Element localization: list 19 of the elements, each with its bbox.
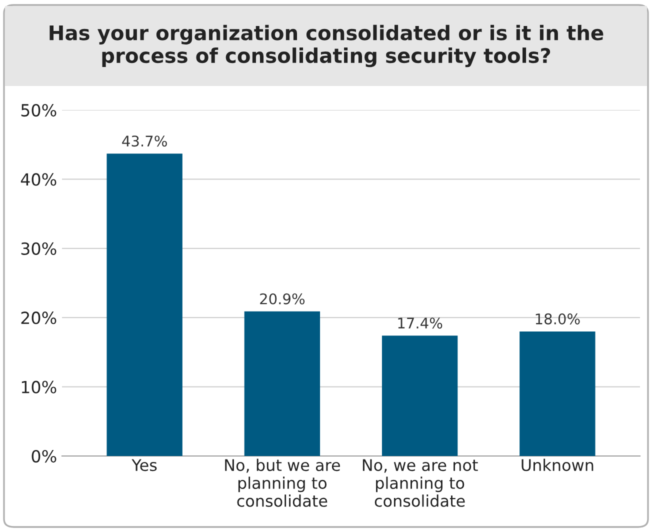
y-tick-label: 30% — [21, 242, 56, 255]
bar — [520, 331, 596, 456]
data-label: 17.4% — [398, 318, 442, 329]
x-tick-label: No, we are not planning to consolidate — [362, 459, 478, 507]
bar — [382, 336, 458, 456]
y-tick-label: 10% — [22, 380, 56, 394]
chart-title: Has your organization consolidated or is it in the process of consolidating security tools? — [50, 24, 604, 68]
y-tick-label: 40% — [20, 173, 56, 186]
y-tick-label: 20% — [21, 312, 56, 324]
bar — [106, 154, 182, 456]
bar — [244, 311, 320, 456]
x-tick-label: Yes — [132, 459, 157, 472]
data-label: 18.0% — [536, 313, 580, 324]
data-label: 20.9% — [260, 293, 305, 304]
x-tick-label: No, but we are planning to consolidate — [225, 458, 340, 507]
data-label: 43.7% — [122, 136, 167, 147]
y-tick-label: 0% — [32, 450, 56, 463]
x-tick-label: Unknown — [522, 458, 594, 472]
y-tick-label: 50% — [21, 104, 56, 117]
